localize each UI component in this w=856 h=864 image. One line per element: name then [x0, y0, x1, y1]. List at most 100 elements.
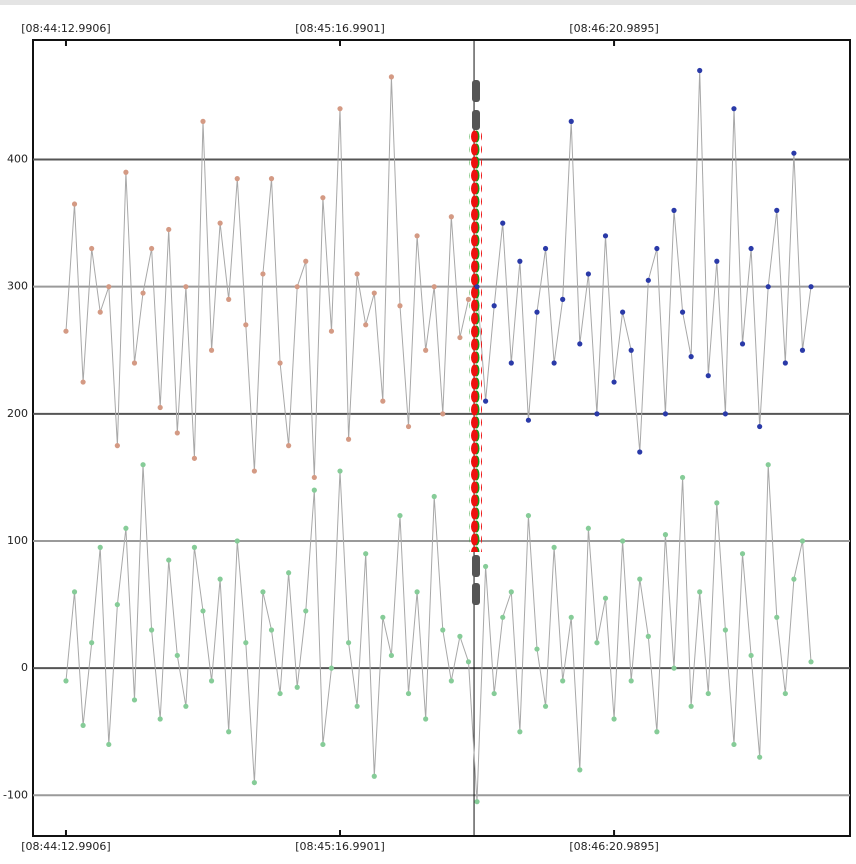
data-point — [226, 729, 232, 735]
data-point — [620, 538, 626, 544]
data-point — [602, 233, 609, 239]
data-point — [71, 201, 78, 207]
data-point — [328, 328, 335, 334]
data-point — [397, 512, 403, 519]
data-point — [731, 741, 737, 748]
data-point — [140, 462, 146, 468]
grid — [33, 158, 850, 797]
data-point — [354, 271, 360, 277]
data-point — [63, 328, 69, 334]
data-point — [157, 404, 163, 411]
data-point — [97, 544, 103, 550]
data-point — [371, 290, 377, 296]
data-point — [568, 614, 574, 620]
data-point — [440, 627, 446, 633]
data-point — [637, 576, 643, 582]
data-point — [662, 411, 669, 417]
data-point — [380, 398, 386, 404]
data-point — [63, 678, 69, 684]
data-point — [260, 271, 266, 277]
data-point — [705, 373, 711, 379]
y-tick-label: 0 — [21, 661, 28, 674]
data-point — [345, 436, 352, 442]
data-point — [585, 271, 591, 277]
data-point — [405, 690, 412, 697]
data-point — [799, 538, 806, 544]
data-point — [551, 360, 557, 366]
data-point — [645, 277, 651, 283]
data-point — [645, 633, 651, 639]
data-point — [106, 741, 112, 748]
data-point — [722, 411, 728, 417]
x-tick-label-bottom: [08:45:16.9901] — [295, 840, 384, 853]
data-point — [123, 169, 129, 175]
cursor-cap — [472, 583, 480, 605]
data-point — [542, 245, 549, 252]
plot-frame — [32, 39, 851, 837]
data-point — [739, 551, 746, 557]
data-point — [757, 423, 763, 430]
data-point — [542, 703, 549, 709]
axes: -100 0 100 200 300 400 [08:44:12.9906] [08:44:1… — [3, 22, 659, 853]
data-point — [320, 195, 326, 201]
data-point — [294, 284, 300, 290]
data-point — [688, 703, 694, 709]
data-point — [414, 589, 420, 595]
data-point — [354, 703, 360, 709]
data-point — [457, 334, 463, 341]
data-point — [705, 690, 711, 697]
data-point — [183, 703, 189, 709]
data-point — [739, 341, 746, 347]
data-point — [697, 589, 703, 595]
data-point — [268, 176, 275, 182]
data-point — [311, 474, 317, 481]
cursor-cap — [472, 555, 480, 577]
cursor-cap — [472, 110, 480, 130]
x-tick-label-top: [08:45:16.9901] — [295, 22, 384, 35]
data-point — [679, 309, 686, 315]
data-point — [765, 462, 771, 468]
data-point — [508, 360, 514, 366]
data-point — [594, 411, 600, 417]
data-point — [628, 347, 634, 353]
data-point — [106, 284, 112, 290]
series-line — [65, 76, 469, 478]
data-point — [380, 614, 386, 620]
data-point — [157, 716, 163, 722]
cursor-cap — [472, 80, 480, 102]
data-point — [149, 627, 155, 633]
data-point — [525, 417, 532, 423]
data-point — [208, 347, 215, 353]
data-point — [131, 697, 138, 703]
data-point — [123, 525, 129, 531]
y-tick-label: 200 — [7, 407, 28, 420]
data-point — [560, 296, 566, 302]
data-point — [491, 303, 497, 309]
data-point — [748, 652, 754, 659]
data-point — [80, 379, 86, 385]
data-point — [226, 296, 232, 302]
data-point — [465, 296, 472, 302]
data-point — [748, 245, 754, 252]
data-point — [560, 678, 566, 684]
data-point — [620, 309, 626, 315]
data-point — [671, 207, 677, 213]
data-point — [277, 690, 283, 697]
data-point — [577, 341, 583, 347]
data-point — [243, 322, 249, 328]
data-point — [517, 258, 523, 264]
data-point — [799, 347, 806, 353]
data-point — [89, 245, 95, 252]
data-point — [714, 258, 720, 264]
data-point — [551, 544, 557, 550]
data-point — [131, 360, 138, 366]
y-tick-label: 400 — [7, 153, 28, 166]
data-point — [585, 525, 591, 531]
top-strip — [0, 0, 856, 5]
data-point — [80, 722, 86, 728]
data-point — [345, 640, 352, 646]
data-point — [731, 106, 737, 112]
data-point — [294, 684, 300, 690]
data-point — [474, 799, 480, 805]
